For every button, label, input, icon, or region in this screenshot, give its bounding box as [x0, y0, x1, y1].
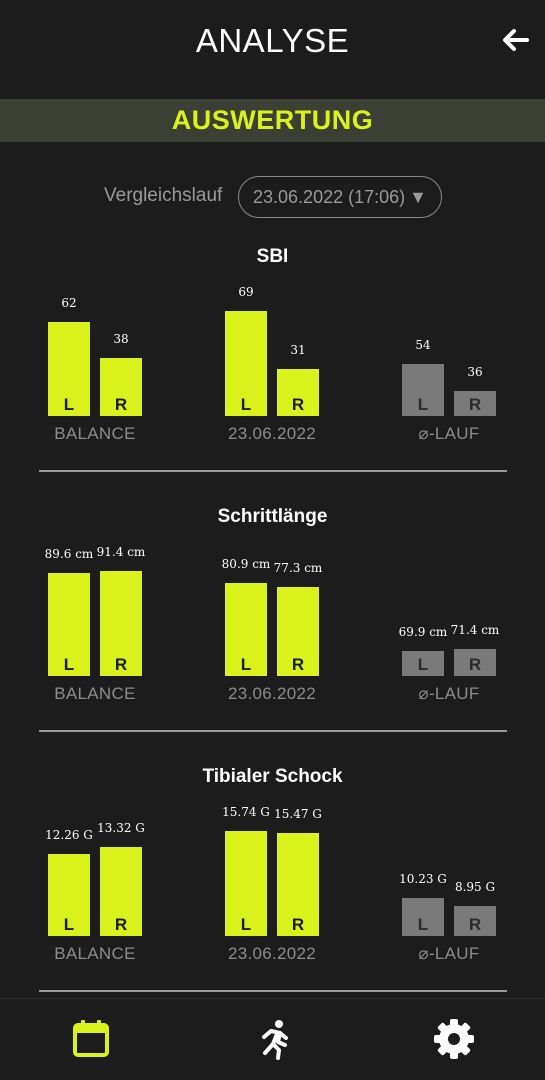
- arrow-left-icon[interactable]: [499, 24, 531, 56]
- group-label: BALANCE: [54, 424, 136, 443]
- bar-left: L: [225, 311, 267, 416]
- bar-right: R: [100, 358, 142, 416]
- section-title: SBI: [256, 246, 289, 267]
- bar-letter: R: [114, 395, 128, 414]
- gear-icon[interactable]: [432, 1017, 476, 1061]
- bar-letter: R: [468, 655, 482, 674]
- value-label: 12.26 G: [45, 828, 93, 842]
- bar-right: R: [100, 847, 142, 936]
- value-label: 13.32 G: [97, 821, 145, 835]
- comparison-run-label: Vergleichslauf: [104, 185, 223, 206]
- value-label: 15.74 G: [222, 805, 270, 819]
- bar-letter: L: [240, 655, 252, 674]
- calendar-icon[interactable]: [69, 1017, 113, 1061]
- value-label: 89.6 cm: [44, 547, 94, 561]
- bar-left: L: [48, 322, 90, 416]
- group-label: ⌀-LAUF: [418, 424, 480, 443]
- value-label: 77.3 cm: [273, 561, 323, 575]
- value-label: 62: [61, 296, 77, 310]
- bar-left: L: [225, 583, 267, 676]
- bar-right: R: [277, 587, 319, 676]
- bar-left: L: [402, 651, 444, 676]
- value-label: 31: [290, 343, 306, 357]
- section-title: Schrittlänge: [217, 506, 328, 527]
- group-label: BALANCE: [54, 944, 136, 963]
- banner-title: AUSWERTUNG: [171, 105, 374, 135]
- chart-section: SBI L 62 R 38 BALANCE L 69 R 31 23.06.2022 L 54 R 36 ⌀-…: [0, 246, 545, 476]
- section-divider: [39, 470, 507, 472]
- group-label: BALANCE: [54, 684, 136, 703]
- chart-section: Schrittlänge L 89.6 cm R 91.4 cm BALANCE L 80.9…: [0, 506, 545, 736]
- bar-letter: L: [63, 395, 75, 414]
- value-label: 91.4 cm: [96, 545, 146, 559]
- section-divider: [39, 990, 507, 992]
- header: ANALYSE: [0, 0, 545, 85]
- bar-letter: L: [417, 395, 429, 414]
- bar-right: R: [277, 833, 319, 936]
- bar-right: R: [454, 391, 496, 416]
- comparison-run-select[interactable]: 23.06.2022 (17:06) ▼: [238, 176, 442, 218]
- group-label: 23.06.2022: [227, 684, 317, 703]
- comparison-run-value: 23.06.2022 (17:06): [253, 186, 406, 207]
- bar-letter: L: [63, 655, 75, 674]
- value-label: 10.23 G: [399, 872, 447, 886]
- bar-left: L: [225, 831, 267, 936]
- value-label: 36: [467, 365, 483, 379]
- group-label: ⌀-LAUF: [418, 944, 480, 963]
- evaluation-banner: AUSWERTUNG: [0, 99, 545, 142]
- chevron-down-icon: ▼: [409, 186, 427, 207]
- bar-left: L: [402, 898, 444, 936]
- value-label: 80.9 cm: [221, 557, 271, 571]
- value-label: 69: [238, 285, 254, 299]
- comparison-run-row: Vergleichslauf 23.06.2022 (17:06) ▼: [0, 176, 545, 218]
- bar-letter: L: [417, 915, 429, 934]
- page-title: ANALYSE: [195, 22, 350, 59]
- bar-right: R: [454, 906, 496, 936]
- value-label: 15.47 G: [274, 807, 322, 821]
- bar-left: L: [48, 573, 90, 676]
- chart-section: Tibialer Schock L 12.26 G R 13.32 G BALANCE L 1…: [0, 766, 545, 996]
- bar-letter: R: [291, 655, 305, 674]
- bar-left: L: [402, 364, 444, 416]
- group-label: 23.06.2022: [227, 424, 317, 443]
- bar-letter: L: [63, 915, 75, 934]
- bottom-nav: [0, 998, 545, 1080]
- value-label: 38: [113, 332, 129, 346]
- value-label: 69.9 cm: [398, 625, 448, 639]
- bar-letter: R: [468, 915, 482, 934]
- bar-right: R: [100, 571, 142, 676]
- group-label: 23.06.2022: [227, 944, 317, 963]
- bar-left: L: [48, 854, 90, 936]
- bar-letter: L: [417, 655, 429, 674]
- bar-letter: R: [291, 395, 305, 414]
- bar-letter: R: [468, 395, 482, 414]
- bar-letter: R: [114, 915, 128, 934]
- bar-right: R: [454, 649, 496, 676]
- bar-letter: R: [114, 655, 128, 674]
- value-label: 54: [415, 338, 431, 352]
- bar-letter: R: [291, 915, 305, 934]
- section-divider: [39, 730, 507, 732]
- value-label: 8.95 G: [454, 880, 496, 894]
- running-icon[interactable]: [251, 1017, 295, 1061]
- value-label: 71.4 cm: [450, 623, 500, 637]
- bar-letter: L: [240, 915, 252, 934]
- section-title: Tibialer Schock: [202, 766, 343, 787]
- group-label: ⌀-LAUF: [418, 684, 480, 703]
- bar-letter: L: [240, 395, 252, 414]
- bar-right: R: [277, 369, 319, 416]
